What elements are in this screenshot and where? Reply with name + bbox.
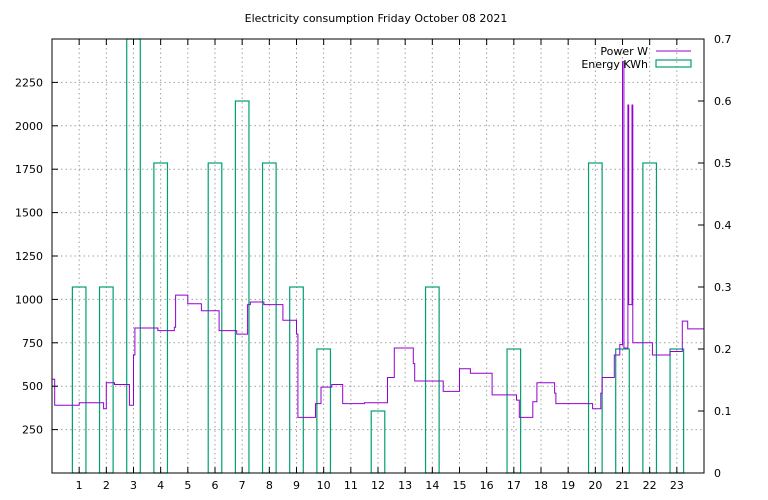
x-tick-label: 2 — [103, 479, 110, 492]
x-tick-label: 20 — [588, 479, 602, 492]
y-left-tick-label: 1250 — [15, 250, 43, 263]
x-tick-label: 5 — [184, 479, 191, 492]
y-right-tick-label: 0.1 — [714, 405, 732, 418]
energy-bar — [370, 410, 386, 474]
x-tick-label: 16 — [480, 479, 494, 492]
power-line — [52, 61, 704, 418]
y-right-tick-label: 0.7 — [714, 33, 732, 46]
y-left-tick-label: 2000 — [15, 120, 43, 133]
legend-label-power: Power W — [600, 45, 648, 58]
axis-ticks: 1 2 3 4 5 6 7 8 9 10 11 12 13 14 15 16 17 18 19 20 21 22 23250… — [15, 33, 732, 492]
x-tick-label: 11 — [344, 479, 358, 492]
grid — [52, 39, 704, 473]
x-tick-label: 19 — [561, 479, 575, 492]
x-tick-label: 3 — [130, 479, 137, 492]
x-tick-label: 17 — [507, 479, 521, 492]
x-tick-label: 8 — [266, 479, 273, 492]
legend-label-energy: Energy KWh — [581, 58, 648, 71]
y-right-tick-label: 0.5 — [714, 157, 732, 170]
x-tick-label: 14 — [425, 479, 439, 492]
x-tick-label: 21 — [616, 479, 630, 492]
y-left-tick-label: 500 — [22, 380, 43, 393]
y-left-tick-label: 1500 — [15, 207, 43, 220]
x-tick-label: 15 — [453, 479, 467, 492]
x-tick-label: 6 — [212, 479, 219, 492]
y-right-tick-label: 0.2 — [714, 343, 732, 356]
x-tick-label: 10 — [317, 479, 331, 492]
x-tick-label: 1 — [76, 479, 83, 492]
y-right-tick-label: 0.6 — [714, 95, 732, 108]
y-left-tick-label: 250 — [22, 424, 43, 437]
x-tick-label: 18 — [534, 479, 548, 492]
y-left-tick-label: 1750 — [15, 163, 43, 176]
x-tick-label: 22 — [643, 479, 657, 492]
x-tick-label: 9 — [293, 479, 300, 492]
x-tick-label: 7 — [239, 479, 246, 492]
x-tick-label: 12 — [371, 479, 385, 492]
x-tick-label: 23 — [670, 479, 684, 492]
y-right-tick-label: 0.3 — [714, 281, 732, 294]
x-tick-label: 4 — [157, 479, 164, 492]
y-left-tick-label: 2250 — [15, 76, 43, 89]
power-line-layer — [52, 61, 704, 418]
y-right-tick-label: 0 — [714, 467, 721, 480]
legend-swatch-energy — [655, 59, 692, 68]
y-right-tick-label: 0.4 — [714, 219, 732, 232]
x-tick-label: 13 — [398, 479, 412, 492]
chart-title: Electricity consumption Friday October 0… — [245, 12, 508, 25]
y-left-tick-label: 1000 — [15, 293, 43, 306]
y-left-tick-label: 750 — [22, 337, 43, 350]
